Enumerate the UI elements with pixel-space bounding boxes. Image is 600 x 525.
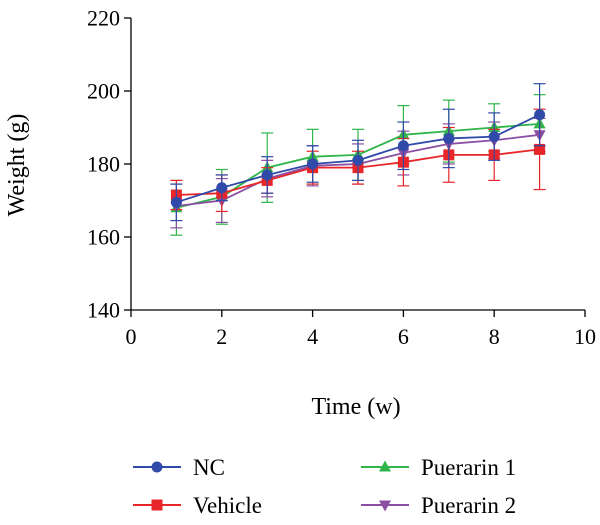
- legend-marker: [151, 499, 163, 511]
- y-tick-label: 160: [87, 225, 120, 250]
- data-point: [488, 131, 500, 143]
- y-tick-label: 140: [87, 298, 120, 323]
- data-point: [170, 196, 182, 208]
- legend-marker: [379, 500, 391, 512]
- data-point: [261, 169, 273, 181]
- x-tick-label: 10: [574, 324, 596, 349]
- legend-item: NC: [133, 455, 225, 480]
- legend-marker: [151, 461, 163, 473]
- legend-label: Puerarin 1: [421, 455, 516, 480]
- data-point: [307, 158, 319, 170]
- data-point: [352, 154, 364, 166]
- x-axis-label: Time (w): [311, 394, 400, 420]
- y-tick-label: 220: [87, 6, 120, 31]
- x-tick-label: 8: [489, 324, 500, 349]
- data-point: [534, 109, 546, 121]
- x-tick-label: 6: [398, 324, 409, 349]
- axes: 140 160 180 200 220 0 2 4 6 8 10: [87, 6, 596, 350]
- y-axis-label: Weight (g): [4, 114, 30, 217]
- data-point: [443, 132, 455, 144]
- legend-label: Puerarin 2: [421, 493, 516, 518]
- plot-area: [170, 83, 546, 236]
- legend-item: Vehicle: [133, 493, 262, 518]
- series-nc: [170, 83, 546, 222]
- legend: NC Puerarin 1 Vehicle Puerarin 2: [133, 455, 516, 518]
- y-tick-label: 200: [87, 79, 120, 104]
- x-tick-label: 2: [216, 324, 227, 349]
- legend-label: NC: [193, 455, 225, 480]
- data-point: [216, 182, 228, 194]
- legend-label: Vehicle: [193, 493, 262, 518]
- legend-marker: [379, 460, 391, 472]
- legend-item: Puerarin 1: [361, 455, 516, 480]
- data-point: [534, 143, 546, 155]
- x-tick-label: 4: [307, 324, 318, 349]
- legend-item: Puerarin 2: [361, 493, 516, 518]
- y-tick-label: 180: [87, 152, 120, 177]
- x-tick-label: 0: [126, 324, 137, 349]
- data-point: [397, 140, 409, 152]
